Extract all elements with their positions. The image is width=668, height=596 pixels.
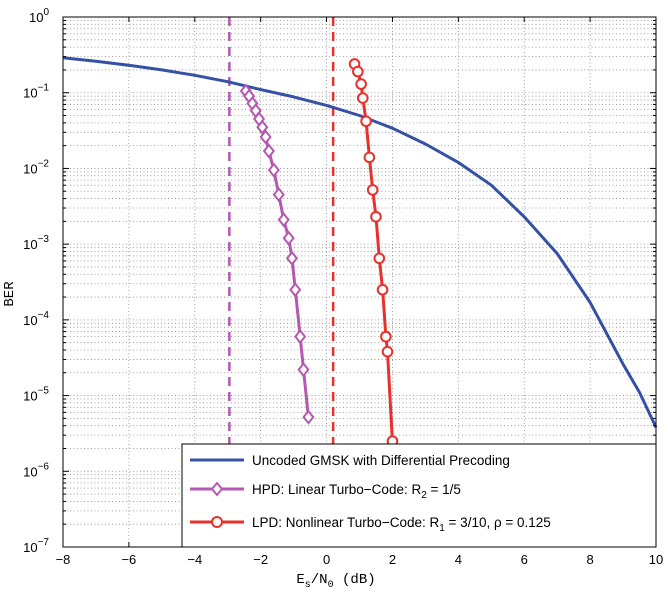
x-axis-label-sub2: 0 xyxy=(328,580,334,591)
x-tick-label: 2 xyxy=(389,552,396,567)
x-axis-label-unit: (dB) xyxy=(334,572,376,588)
x-tick-label: −6 xyxy=(121,552,136,567)
legend-entry-lpd: LPD: Nonlinear Turbo−Code: R1 = 3/10, ρ … xyxy=(190,515,551,534)
data-point-diamond xyxy=(285,250,299,266)
y-axis-label: BER xyxy=(2,281,18,307)
data-point-diamond xyxy=(282,230,295,246)
legend-text-hpd-tail: = 1/5 xyxy=(427,482,461,497)
data-point-diamond xyxy=(256,119,269,135)
x-axis-label: Es/N0 (dB) xyxy=(296,572,375,591)
x-axis-label-mid: /N xyxy=(311,572,328,588)
data-point-circle xyxy=(360,115,372,128)
data-point-diamond xyxy=(262,143,275,159)
legend: Uncoded GMSK with Differential Precoding… xyxy=(181,443,657,548)
legend-text-uncoded: Uncoded GMSK with Differential Precoding xyxy=(252,453,510,468)
data-point-diamond xyxy=(294,329,307,345)
x-tick-label: 8 xyxy=(586,552,593,567)
x-tick-label: 6 xyxy=(521,552,528,567)
legend-text-hpd-sub: 2 xyxy=(421,490,427,501)
x-tick-label: −2 xyxy=(253,552,268,567)
data-point-diamond xyxy=(259,129,272,145)
legend-text-lpd: LPD: Nonlinear Turbo−Code: R1 = 3/10, ρ … xyxy=(252,515,551,534)
x-tick-label: 0 xyxy=(323,552,330,567)
y-tick-label: 10−3 xyxy=(23,234,49,252)
series-group xyxy=(62,56,658,447)
series-0 xyxy=(62,56,658,429)
x-tick-label: 10 xyxy=(649,552,663,567)
x-tick-label: −8 xyxy=(56,552,71,567)
y-tick-label: 10−1 xyxy=(23,83,49,101)
data-point-circle xyxy=(376,283,389,296)
data-point-circle xyxy=(355,78,367,90)
series-2 xyxy=(348,58,399,447)
data-point-circle xyxy=(373,252,386,265)
y-tick-label: 10−5 xyxy=(23,386,49,404)
data-point-circle xyxy=(356,92,369,104)
legend-text-hpd-main: HPD: Linear Turbo−Code: R xyxy=(252,482,421,497)
data-point-circle xyxy=(380,330,392,343)
data-point-diamond xyxy=(272,187,285,203)
x-tick-label: 4 xyxy=(455,552,462,567)
legend-text-lpd-sub: 1 xyxy=(439,523,445,534)
data-point-circle xyxy=(352,65,364,78)
y-tick-label: 100 xyxy=(29,7,49,25)
legend-marker-lpd xyxy=(211,516,223,528)
legend-box xyxy=(181,443,657,548)
data-point-circle xyxy=(381,345,394,358)
y-tick-labels: 10−7 10−6 10−5 10−4 10−3 10−2 10−1 100 xyxy=(23,7,49,555)
legend-entry-hpd: HPD: Linear Turbo−Code: R2 = 1/5 xyxy=(190,481,461,501)
legend-text-lpd-main: LPD: Nonlinear Turbo−Code: R xyxy=(252,515,439,530)
x-tick-labels: −8 −6 −4 −2 0 2 4 6 8 10 xyxy=(56,552,664,567)
data-point-diamond xyxy=(289,282,302,298)
series-line xyxy=(62,56,658,429)
data-point-circle xyxy=(370,210,382,223)
legend-text-hpd: HPD: Linear Turbo−Code: R2 = 1/5 xyxy=(252,482,461,501)
x-tick-label: −4 xyxy=(187,552,202,567)
data-point-circle xyxy=(366,184,379,196)
legend-text-lpd-tail: = 3/10, ρ = 0.125 xyxy=(445,515,551,530)
data-point-diamond xyxy=(297,362,310,378)
series-1 xyxy=(239,83,315,425)
data-point-diamond xyxy=(267,162,280,178)
y-tick-label: 10−2 xyxy=(23,158,49,176)
data-point-diamond xyxy=(277,212,290,228)
y-tick-label: 10−4 xyxy=(23,310,49,328)
legend-marker-hpd xyxy=(210,481,224,497)
data-point-diamond xyxy=(302,409,315,425)
legend-entry-uncoded: Uncoded GMSK with Differential Precoding xyxy=(190,453,510,468)
x-axis-label-sub1: s xyxy=(305,580,311,591)
data-point-circle xyxy=(363,151,376,164)
x-axis-label-base: E xyxy=(296,572,304,588)
y-tick-label: 10−7 xyxy=(23,537,49,555)
y-tick-label: 10−6 xyxy=(23,461,49,479)
